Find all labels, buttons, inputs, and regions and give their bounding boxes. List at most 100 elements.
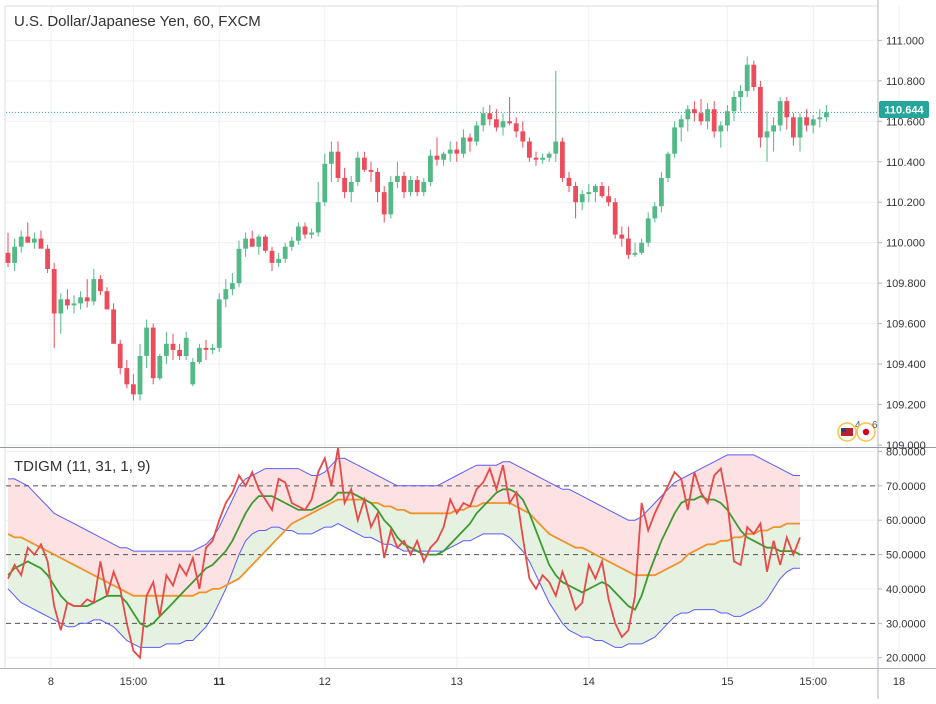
candle-up[interactable] [190,357,196,387]
candle-down[interactable] [533,151,539,166]
candle-up[interactable] [817,109,823,128]
candle-up[interactable] [243,232,248,257]
candle-up[interactable] [322,153,328,207]
candle-up[interactable] [12,238,17,272]
candle-up[interactable] [223,279,229,308]
candle-down[interactable] [804,109,809,132]
candle-up[interactable] [408,175,413,197]
candle-down[interactable] [566,171,572,193]
candle-down[interactable] [784,97,790,130]
candle-up[interactable] [58,293,64,334]
candle-down[interactable] [507,97,512,126]
candle-down[interactable] [599,181,605,199]
candle-down[interactable] [381,186,387,223]
candle-up[interactable] [718,121,724,148]
candle-down[interactable] [606,186,611,207]
candle-down[interactable] [98,275,103,296]
candle-up[interactable] [810,115,816,134]
candle-down[interactable] [45,244,50,274]
candle-up[interactable] [738,84,743,112]
candle-down[interactable] [758,80,763,148]
candle-down[interactable] [117,339,123,375]
candle-down[interactable] [150,323,156,385]
candle-down[interactable] [335,141,341,182]
candle-up[interactable] [639,238,644,255]
candle-up[interactable] [744,56,750,98]
candle-up[interactable] [256,234,262,255]
candle-up[interactable] [183,331,189,361]
candle-down[interactable] [131,374,136,401]
candle-up[interactable] [32,232,37,249]
candle-up[interactable] [91,268,97,306]
candle-up[interactable] [428,149,433,187]
candle-up[interactable] [309,228,314,239]
candle-up[interactable] [137,343,143,401]
candle-up[interactable] [593,184,598,203]
candle-up[interactable] [540,153,545,164]
candle-up[interactable] [824,105,829,122]
candle-down[interactable] [362,151,367,172]
candle-down[interactable] [487,105,493,126]
candle-up[interactable] [236,240,242,288]
candle-down[interactable] [527,137,532,162]
candle-up[interactable] [276,252,281,267]
candle-down[interactable] [791,113,796,146]
candle-down[interactable] [302,222,308,239]
candle-down[interactable] [368,161,374,182]
candle-down[interactable] [560,137,565,182]
candle-up[interactable] [777,97,783,132]
candle-up[interactable] [480,107,486,132]
candle-down[interactable] [401,171,407,199]
candle-down[interactable] [51,262,57,348]
candle-up[interactable] [665,151,671,182]
candle-down[interactable] [711,101,717,138]
candle-down[interactable] [203,339,209,361]
candle-up[interactable] [652,202,658,223]
candle-up[interactable] [771,117,776,152]
candle-down[interactable] [375,167,380,203]
candle-up[interactable] [329,141,334,182]
candle-down[interactable] [619,226,625,247]
candle-up[interactable] [157,353,163,381]
candle-up[interactable] [461,129,466,158]
candle-up[interactable] [797,113,803,152]
candle-down[interactable] [249,230,255,247]
candle-down[interactable] [434,137,440,166]
candle-up[interactable] [441,151,446,166]
candle-up[interactable] [164,331,169,365]
candle-up[interactable] [421,177,427,197]
indicator-title[interactable]: TDIGM (11, 31, 1, 9) [14,458,150,475]
candle-down[interactable] [25,222,31,243]
candle-down[interactable] [692,101,697,122]
candle-up[interactable] [553,70,559,162]
candle-up[interactable] [632,242,638,257]
candle-up[interactable] [144,319,149,369]
candle-down[interactable] [573,181,578,219]
candle-up[interactable] [395,161,400,189]
candle-up[interactable] [78,291,83,310]
candle-down[interactable] [342,167,347,199]
candle-down[interactable] [269,246,275,272]
candle-up[interactable] [474,121,479,146]
candle-down[interactable] [414,175,420,197]
candle-up[interactable] [447,141,453,162]
candle-up[interactable] [289,236,295,251]
candle-down[interactable] [494,109,499,132]
candle-up[interactable] [388,175,394,219]
candle-up[interactable] [725,105,730,132]
candle-down[interactable] [84,279,90,308]
candle-up[interactable] [659,171,664,213]
candle-up[interactable] [230,273,235,296]
candle-up[interactable] [500,113,506,136]
candle-down[interactable] [177,343,182,361]
candle-down[interactable] [467,133,473,152]
candle-up[interactable] [71,295,77,314]
candle-down[interactable] [513,117,519,138]
candle-up[interactable] [546,151,552,162]
candle-down[interactable] [104,287,110,310]
candle-up[interactable] [296,222,301,245]
candle-down[interactable] [520,121,526,148]
candle-up[interactable] [672,121,677,158]
candle-up[interactable] [210,343,215,354]
candle-up[interactable] [586,184,592,203]
